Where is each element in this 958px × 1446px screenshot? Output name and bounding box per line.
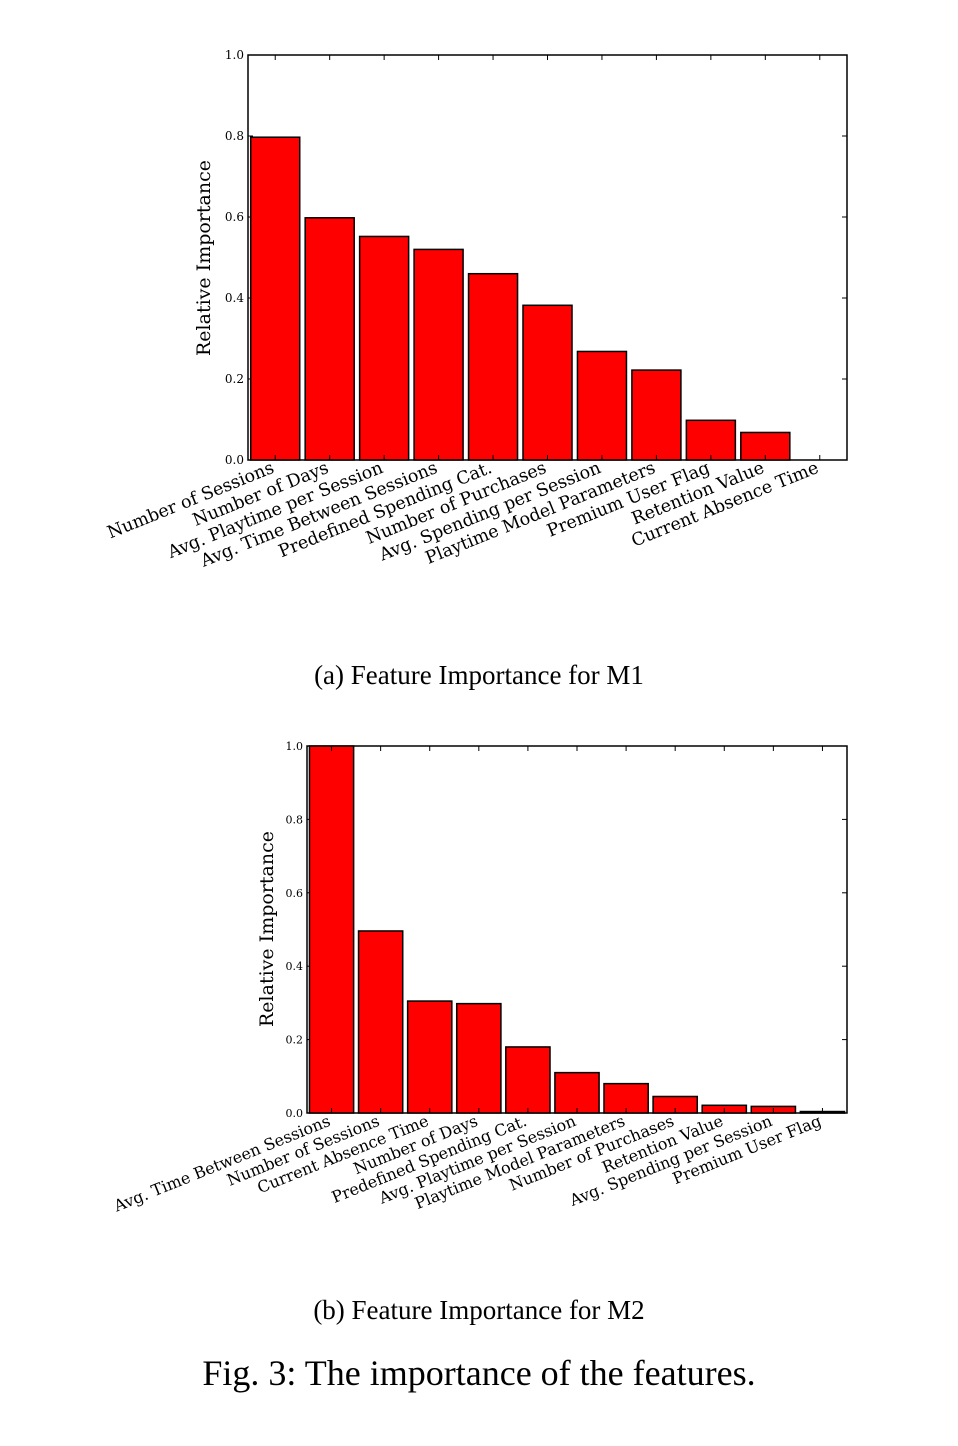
- y-tick-label: 0.8: [286, 813, 304, 826]
- y-tick-label: 0.2: [225, 372, 244, 386]
- bar: [522, 304, 573, 461]
- bar: [413, 248, 464, 461]
- y-tick-label: 0.2: [286, 1034, 304, 1047]
- figure-caption: Fig. 3: The importance of the features.: [202, 1353, 756, 1393]
- y-tick-label: 1.0: [225, 48, 244, 62]
- y-tick-label: 0.6: [225, 210, 244, 224]
- bar: [357, 930, 404, 1114]
- bar: [505, 1046, 551, 1114]
- y-tick-label: 0.6: [286, 887, 304, 900]
- bar: [249, 136, 301, 461]
- bar: [685, 419, 737, 461]
- y-tick-label: 0.0: [225, 453, 244, 467]
- y-axis-label: Relative Importance: [256, 831, 278, 1027]
- y-tick-label: 0.4: [286, 960, 304, 973]
- subfigure-caption-b: (b) Feature Importance for M2: [313, 1295, 645, 1325]
- y-tick-label: 1.0: [286, 740, 304, 753]
- y-axis-label: Relative Importance: [193, 160, 215, 356]
- y-tick-label: 0.4: [225, 291, 244, 305]
- bar: [455, 1002, 502, 1114]
- bar: [304, 217, 355, 461]
- y-tick-label: 0.8: [225, 129, 244, 143]
- bar: [308, 745, 355, 1114]
- bar: [554, 1071, 600, 1114]
- y-tick-label: 0.0: [286, 1107, 304, 1120]
- subfigure-caption-a: (a) Feature Importance for M1: [314, 660, 644, 690]
- bar: [406, 1000, 453, 1114]
- bar: [631, 369, 682, 461]
